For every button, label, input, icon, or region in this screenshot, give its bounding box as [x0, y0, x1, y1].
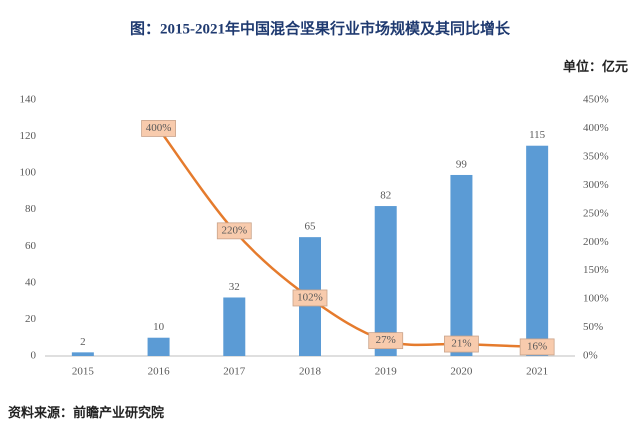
bar-label: 32 — [229, 281, 240, 293]
line-label: 27% — [376, 334, 396, 346]
y2-tick-label: 50% — [583, 321, 603, 333]
x-tick-label: 2016 — [148, 366, 171, 378]
line-label-box — [141, 120, 176, 137]
bar-label: 99 — [456, 159, 468, 171]
bar-label: 65 — [305, 221, 317, 233]
y2-tick-label: 100% — [583, 293, 609, 305]
y2-tick-label: 350% — [583, 150, 609, 162]
line-label: 21% — [451, 338, 471, 350]
bar-label: 2 — [80, 336, 86, 348]
y-tick-label: 100 — [20, 167, 37, 179]
line-label-box — [444, 335, 479, 353]
y2-tick-label: 0% — [583, 350, 598, 362]
y-tick-label: 0 — [31, 350, 37, 362]
y-tick-label: 40 — [25, 276, 37, 288]
y-tick-label: 20 — [25, 313, 37, 325]
x-tick-label: 2018 — [299, 366, 322, 378]
line-label: 102% — [297, 292, 323, 304]
line-label: 16% — [527, 340, 547, 352]
y-tick-label: 80 — [25, 203, 37, 215]
y2-tick-label: 250% — [583, 207, 609, 219]
y2-tick-label: 300% — [583, 179, 609, 191]
source: 资料来源：前瞻产业研究院 — [8, 405, 164, 420]
y2-tick-label: 450% — [583, 94, 609, 106]
unit-label: 单位：亿元 — [563, 59, 628, 74]
bar-label: 82 — [380, 190, 391, 202]
y-tick-label: 60 — [25, 240, 37, 252]
line-label-box — [368, 332, 404, 350]
line-label-box — [519, 338, 555, 356]
chart-title: 图：2015-2021年中国混合坚果行业市场规模及其同比增长 — [130, 19, 511, 37]
bar — [450, 174, 473, 356]
x-tick-label: 2015 — [72, 366, 95, 378]
line-label: 220% — [221, 224, 247, 236]
x-tick-label: 2020 — [450, 366, 473, 378]
x-tick-label: 2019 — [375, 366, 398, 378]
y-tick-label: 120 — [20, 130, 37, 142]
bar — [147, 337, 170, 356]
line-label: 400% — [146, 122, 172, 134]
line-label-box — [292, 289, 328, 307]
x-tick-label: 2017 — [223, 366, 246, 378]
bar-label: 10 — [153, 321, 165, 333]
bar — [374, 206, 397, 356]
y2-tick-label: 400% — [583, 122, 609, 134]
bar — [526, 145, 549, 356]
bar — [71, 352, 94, 356]
x-tick-label: 2021 — [526, 366, 548, 378]
bar — [223, 297, 246, 356]
y-tick-label: 140 — [20, 94, 37, 106]
line — [157, 127, 538, 349]
y2-tick-label: 150% — [583, 264, 609, 276]
line-label-box — [216, 222, 252, 240]
y2-tick-label: 200% — [583, 236, 609, 248]
bar-label: 115 — [529, 129, 546, 141]
